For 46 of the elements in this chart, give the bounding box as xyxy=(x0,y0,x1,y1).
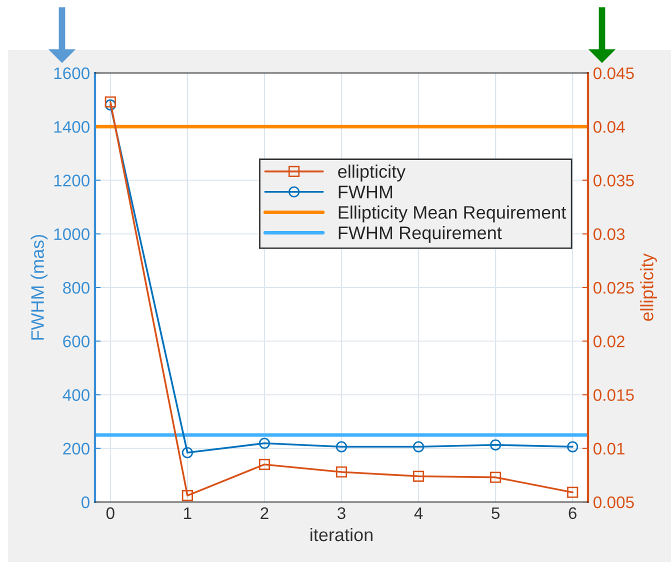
y2-tick-label: 0.045 xyxy=(594,67,634,80)
y2-axis-title: ellipticity xyxy=(640,253,657,321)
y-tick-label: 800 xyxy=(63,282,90,294)
y-axis-title: FWHM (mas) xyxy=(30,234,48,340)
y-tick-label: 0 xyxy=(82,496,90,508)
y-tick-label: 1400 xyxy=(54,121,90,133)
y2-tick-label: 0.035 xyxy=(594,174,634,186)
legend-label: ellipticity xyxy=(338,164,406,182)
x-tick-label: 4 xyxy=(414,507,423,519)
legend-label: Ellipticity Mean Requirement xyxy=(338,206,566,222)
x-tick-label: 0 xyxy=(106,507,114,520)
y2-tick-label: 0.02 xyxy=(594,336,624,348)
point xyxy=(412,441,424,452)
x-tick-label: 5 xyxy=(492,507,500,520)
point xyxy=(182,447,193,458)
point xyxy=(336,466,348,478)
x-tick-label: 1 xyxy=(184,507,192,519)
y-tick-label: 400 xyxy=(62,389,90,401)
point xyxy=(412,470,424,482)
point xyxy=(182,490,193,502)
x-tick-label: 6 xyxy=(568,507,576,520)
point xyxy=(567,441,578,452)
point xyxy=(258,458,270,470)
point xyxy=(567,486,578,498)
x-tick-label: 3 xyxy=(338,507,346,520)
y-tick-label: 1200 xyxy=(54,174,90,186)
legend-label: FWHM Requirement xyxy=(338,226,502,243)
legend-label: FWHM xyxy=(338,186,392,198)
y2-tick-label: 0.005 xyxy=(594,496,634,508)
y2-tick-label: 0.025 xyxy=(594,282,634,294)
point xyxy=(104,99,116,110)
y2-tick-label: 0.04 xyxy=(594,121,625,133)
x-tick-label: 2 xyxy=(260,507,268,519)
point xyxy=(490,439,502,450)
point xyxy=(336,441,348,452)
y2-tick-label: 0.01 xyxy=(594,442,624,455)
point xyxy=(490,472,502,483)
point xyxy=(258,438,270,449)
y-tick-label: 1000 xyxy=(54,228,90,240)
y2-tick-label: 0.015 xyxy=(594,389,634,401)
y2-tick-label: 0.03 xyxy=(594,228,625,240)
point xyxy=(104,96,116,108)
y-tick-label: 600 xyxy=(63,336,90,348)
x-axis-title: iteration xyxy=(310,528,372,542)
y-tick-label: 200 xyxy=(63,442,90,455)
y-tick-label: 1600 xyxy=(54,67,90,80)
